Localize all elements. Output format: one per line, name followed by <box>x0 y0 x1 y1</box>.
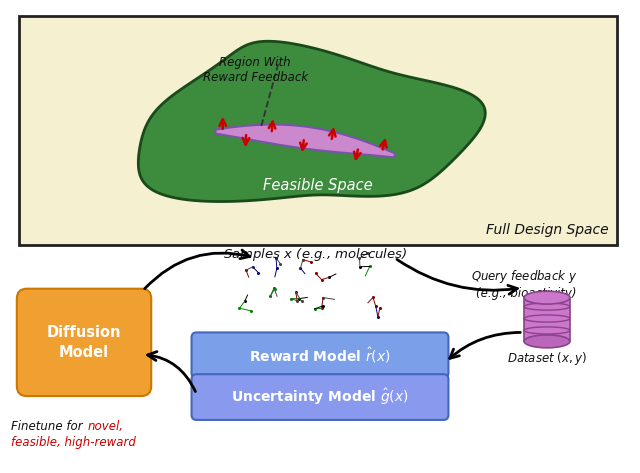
Ellipse shape <box>524 335 570 348</box>
Text: Query feedback $y$
(e.g., bioactivity): Query feedback $y$ (e.g., bioactivity) <box>470 268 577 300</box>
Text: Feasible Space: Feasible Space <box>263 178 373 193</box>
Ellipse shape <box>524 315 570 322</box>
Ellipse shape <box>524 303 570 310</box>
Text: Dataset $(x, y)$: Dataset $(x, y)$ <box>507 350 587 368</box>
Polygon shape <box>216 124 395 158</box>
Text: feasible, high-reward: feasible, high-reward <box>12 436 136 449</box>
Ellipse shape <box>524 327 570 334</box>
Text: Reward Model $\hat{r}(x)$: Reward Model $\hat{r}(x)$ <box>249 346 391 365</box>
Text: Region With
Reward Feedback: Region With Reward Feedback <box>203 56 308 84</box>
Text: Diffusion
Model: Diffusion Model <box>47 325 121 360</box>
Text: Uncertainty Model $\hat{g}(x)$: Uncertainty Model $\hat{g}(x)$ <box>231 387 409 407</box>
FancyBboxPatch shape <box>191 374 449 420</box>
Text: Full Design Space: Full Design Space <box>486 223 609 237</box>
Text: novel,: novel, <box>88 420 124 433</box>
FancyBboxPatch shape <box>191 333 449 378</box>
Ellipse shape <box>524 291 570 304</box>
Polygon shape <box>138 41 485 201</box>
FancyBboxPatch shape <box>524 298 570 342</box>
FancyBboxPatch shape <box>19 16 617 245</box>
FancyBboxPatch shape <box>17 289 151 396</box>
Text: Samples $x$ (e.g., molecules): Samples $x$ (e.g., molecules) <box>223 246 407 263</box>
Text: Finetune for: Finetune for <box>12 420 87 433</box>
